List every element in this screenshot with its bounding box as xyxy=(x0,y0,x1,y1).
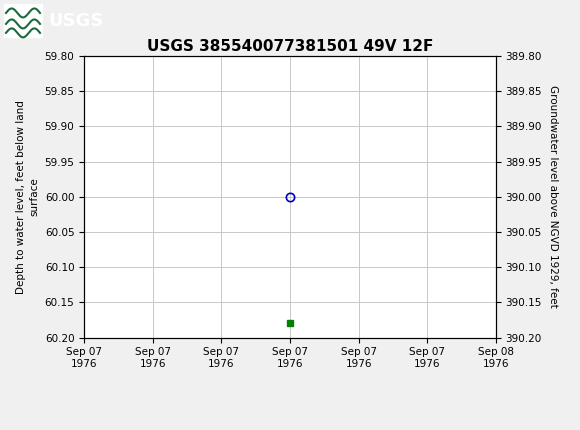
Bar xyxy=(4,4,42,37)
Y-axis label: Depth to water level, feet below land
surface: Depth to water level, feet below land su… xyxy=(16,100,39,294)
Y-axis label: Groundwater level above NGVD 1929, feet: Groundwater level above NGVD 1929, feet xyxy=(548,85,558,308)
Text: USGS: USGS xyxy=(48,12,103,30)
Text: USGS 385540077381501 49V 12F: USGS 385540077381501 49V 12F xyxy=(147,39,433,54)
